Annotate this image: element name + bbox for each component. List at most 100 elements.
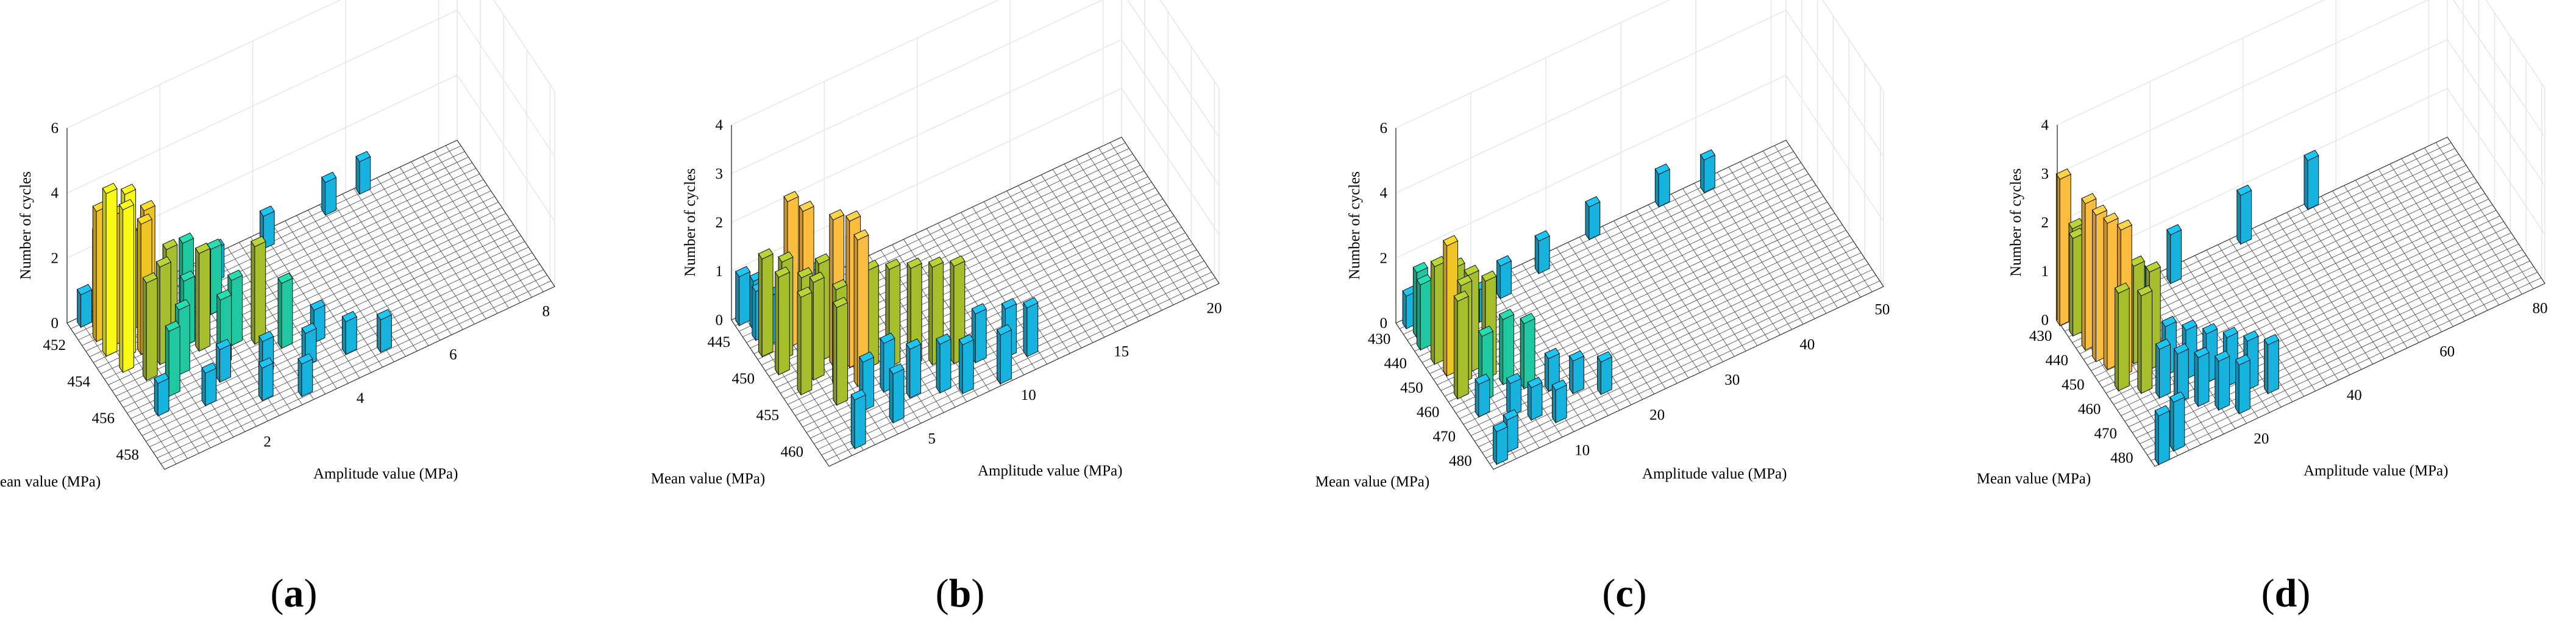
amplitude-tick-label: 10 <box>1021 387 1036 404</box>
bar-top-face <box>2154 405 2170 417</box>
bar-top-face <box>1498 308 1515 320</box>
floor-gridline <box>1006 191 1105 338</box>
bar-front-face <box>813 277 825 381</box>
panel-label: (b) <box>936 571 985 616</box>
bar-top-face <box>1534 230 1550 242</box>
bar-top-face <box>179 232 194 244</box>
bar-top-face <box>829 209 845 221</box>
floor-gridline <box>1728 166 1827 314</box>
chart-panel-b: 0 1 2 3 4 Number of cycles 445 450 455 460 Mean va… <box>651 0 1222 616</box>
bar <box>2114 282 2130 392</box>
bar-top-face <box>2236 184 2252 196</box>
floor-gridline <box>1659 199 1758 346</box>
bar-top-face <box>2235 354 2250 366</box>
bar-top-face <box>174 299 191 311</box>
bar-top-face <box>2243 330 2259 342</box>
panel-label: (c) <box>1602 571 1646 616</box>
bar-top-face <box>880 332 895 344</box>
bar-front-face <box>146 277 158 382</box>
bar-front-face <box>2170 229 2182 285</box>
bar-side-face <box>2081 197 2086 352</box>
bar-top-face <box>2145 261 2161 273</box>
bar-front-face <box>1531 382 1543 421</box>
bar <box>1534 230 1550 275</box>
floor-gridline <box>1487 280 1585 427</box>
bar-front-face <box>2141 290 2153 394</box>
bar-side-face <box>735 270 740 327</box>
amplitude-axis-label: Amplitude value (MPa) <box>1642 466 1787 482</box>
floor-gridline <box>2366 174 2465 321</box>
z-tick-label: 2 <box>51 250 59 266</box>
z-tick-label: 6 <box>51 120 59 137</box>
bar-front-face <box>2240 190 2252 245</box>
bar-side-face <box>1402 290 1407 330</box>
bar-top-face <box>140 200 155 212</box>
bar-side-face <box>119 203 124 374</box>
bar-top-face <box>102 182 118 194</box>
bar-side-face <box>2194 351 2199 408</box>
bar-front-face <box>2197 352 2210 407</box>
bar <box>958 333 974 395</box>
floor-gridline <box>1018 185 1116 332</box>
mean-tick-label: 440 <box>1384 355 1407 372</box>
bar-side-face <box>355 155 360 196</box>
bar-top-face <box>2161 316 2177 327</box>
bar-front-face <box>836 302 849 406</box>
bar-front-face <box>80 289 92 328</box>
floor-gridline <box>2297 207 2396 354</box>
bar-front-face <box>105 188 118 357</box>
bar <box>1551 379 1567 424</box>
z-tick-label: 2 <box>716 215 724 231</box>
bar-side-face <box>154 377 158 418</box>
bar-top-face <box>1443 235 1459 247</box>
bar-front-face <box>1457 296 1469 400</box>
amplitude-tick-label: 20 <box>1649 407 1665 424</box>
wall-gridline <box>2057 0 2546 126</box>
bar <box>194 243 211 352</box>
bar <box>936 333 952 394</box>
bar-top-face <box>119 199 135 210</box>
bar-top-face <box>2155 338 2171 350</box>
mean-tick-label: 480 <box>2110 450 2133 466</box>
bar-top-face <box>277 272 293 284</box>
bar-side-face <box>1496 260 1501 300</box>
bar-top-face <box>809 271 825 283</box>
floor-gridline <box>1064 163 1162 311</box>
bar-top-face <box>155 256 171 268</box>
floor-gridline <box>2171 266 2270 413</box>
bar-side-face <box>906 343 911 399</box>
mean-axis: 430 440 450 460 470 480 Mean value (MPa) <box>1315 331 1472 490</box>
z-axis-label: Number of cycles <box>2008 168 2024 277</box>
bar-front-face <box>2159 344 2171 399</box>
bar-front-face <box>2173 396 2185 452</box>
z-tick-label: 2 <box>1380 250 1388 266</box>
floor-gridline <box>1740 162 1838 308</box>
bar-side-face <box>341 315 346 355</box>
floor-gridline <box>972 207 1070 354</box>
bar-top-face <box>162 238 178 251</box>
bar-top-face <box>797 286 813 298</box>
bar-top-face <box>1544 347 1560 360</box>
bar <box>119 199 135 374</box>
floor-gridline <box>2321 196 2419 343</box>
bar-top-face <box>121 183 137 195</box>
floor-gridline <box>2263 222 2362 370</box>
mean-tick-label: 450 <box>1400 380 1423 396</box>
bar-top-face <box>258 330 274 343</box>
bar-top-face <box>2263 333 2280 346</box>
mean-axis: 452 454 456 458 Mean value (MPa) <box>0 337 139 490</box>
bar-top-face <box>2304 149 2319 162</box>
bar-front-face <box>1000 329 1012 385</box>
floor-gridline <box>2252 228 2350 375</box>
bar-top-face <box>2173 343 2190 355</box>
bar-top-face <box>2222 327 2238 338</box>
bars <box>2055 149 2319 466</box>
bar-front-face <box>205 368 217 407</box>
bar-top-face <box>996 324 1012 336</box>
mean-tick-label: 458 <box>116 447 140 463</box>
mean-tick-label: 480 <box>1449 453 1472 469</box>
bar-front-face <box>359 156 371 195</box>
floor-gridline <box>1682 188 1781 335</box>
bar <box>2215 351 2230 411</box>
bar-side-face <box>2092 208 2096 363</box>
